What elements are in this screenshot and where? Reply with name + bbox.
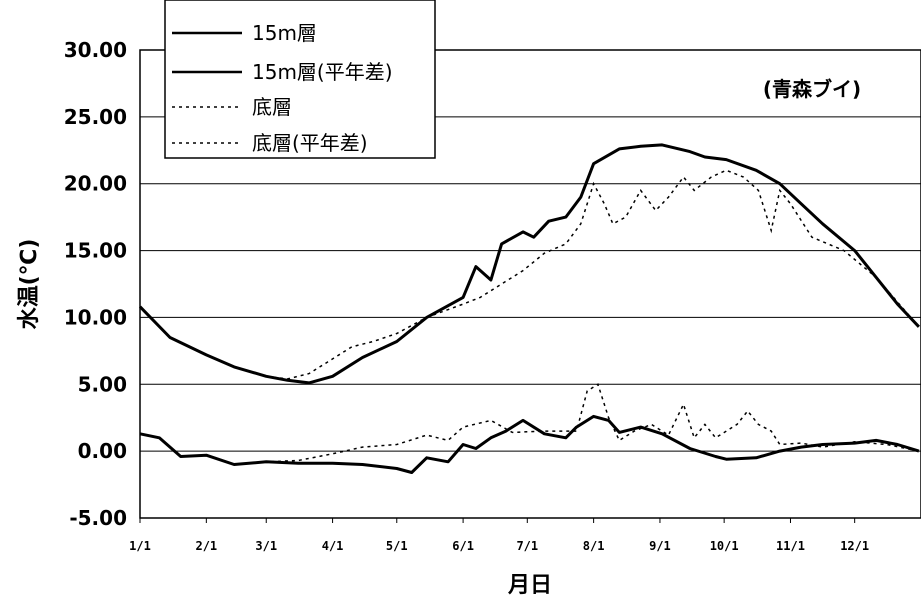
x-tick-label: 12/1: [840, 539, 869, 553]
legend-label-3: 底層: [252, 95, 292, 119]
y-tick-label: 5.00: [78, 372, 127, 396]
x-tick-label: 11/1: [776, 539, 805, 553]
x-tick-label: 3/1: [255, 539, 277, 553]
x-tick-label: 10/1: [710, 539, 739, 553]
x-tick-label: 1/1: [129, 539, 151, 553]
buoy-annotation: (青森ブイ): [763, 77, 861, 101]
y-axis-title: 水温(℃): [17, 239, 42, 330]
y-tick-label: 10.00: [64, 305, 127, 329]
x-tick-label: 6/1: [452, 539, 474, 553]
series-line-3: [139, 169, 920, 380]
y-tick-label: 30.00: [64, 38, 127, 62]
x-tick-label: 5/1: [386, 539, 408, 553]
legend-label-1: 15m層: [252, 21, 317, 45]
legend-box: [164, 0, 436, 159]
y-tick-label: 15.00: [64, 239, 127, 263]
legend-label-4: 底層(平年差): [252, 131, 368, 155]
y-tick-labels: 30.00 25.00 20.00 15.00 10.00 5.00 0.00 -5.00: [64, 38, 127, 530]
x-tick-label: 2/1: [195, 539, 217, 553]
legend: 15m層 15m層(平年差) 底層 底層(平年差): [164, 0, 436, 159]
x-tick-label: 4/1: [322, 539, 344, 553]
grid-lines: [140, 116, 921, 452]
plot-area-border: [139, 49, 921, 519]
y-tick-label: -5.00: [69, 506, 127, 530]
x-tick-labels: 1/1 2/1 3/1 4/1 5/1 6/1 7/1 8/1 9/1 10/1 11/1 12/1: [129, 518, 869, 553]
y-tick-label: 25.00: [64, 105, 127, 129]
series-lines: [138, 143, 920, 474]
y-tick-label: 0.00: [78, 439, 127, 463]
x-tick-label: 9/1: [649, 539, 671, 553]
x-tick-label: 7/1: [516, 539, 538, 553]
y-tick-label: 20.00: [64, 172, 127, 196]
x-tick-label: 8/1: [583, 539, 605, 553]
legend-label-2: 15m層(平年差): [252, 60, 393, 84]
series-line-1: [138, 143, 920, 385]
x-axis-title: 月日: [507, 573, 552, 598]
series-line-2: [139, 414, 920, 474]
